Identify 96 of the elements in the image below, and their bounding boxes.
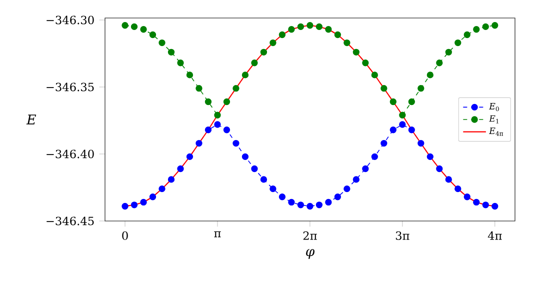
- point: [251, 165, 258, 172]
- point: [390, 126, 396, 134]
- point: [492, 202, 498, 210]
- point: [334, 31, 342, 38]
- point: [177, 165, 184, 172]
- point: [464, 31, 470, 38]
- point: [325, 26, 332, 33]
- point: [242, 153, 249, 160]
- point: [454, 185, 462, 192]
- point: [371, 153, 378, 160]
- y-tick-label: −346.45: [46, 216, 94, 226]
- y-tick-label: −346.40: [46, 150, 94, 158]
- point: [140, 198, 147, 206]
- point: [168, 176, 175, 183]
- point: [223, 126, 230, 134]
- x-tick-label: 0: [122, 231, 128, 240]
- point: [130, 202, 138, 208]
- point: [297, 23, 304, 30]
- point: [445, 48, 452, 56]
- point: [325, 198, 332, 206]
- point: [278, 31, 286, 38]
- y-tick-label: −346.30: [46, 16, 94, 24]
- point: [418, 140, 424, 147]
- legend-label: E$_{1}$: [488, 115, 498, 124]
- point: [223, 98, 230, 106]
- point: [260, 48, 268, 56]
- point: [344, 185, 350, 192]
- point: [426, 153, 434, 160]
- point: [352, 48, 360, 56]
- point: [158, 185, 166, 192]
- point: [334, 194, 342, 200]
- point: [270, 39, 276, 46]
- point: [399, 121, 406, 128]
- point: [445, 176, 452, 183]
- point: [270, 185, 276, 192]
- point: [492, 22, 498, 29]
- point: [242, 72, 249, 78]
- point: [122, 202, 128, 210]
- x-tick-label: π: [214, 231, 221, 238]
- point: [408, 126, 415, 134]
- x-tick-label: 2π: [303, 231, 317, 240]
- legend-label: E$_{0}$: [488, 103, 499, 112]
- point: [426, 72, 434, 78]
- point: [362, 60, 369, 66]
- point: [306, 22, 314, 29]
- point: [140, 26, 147, 33]
- point: [380, 85, 388, 92]
- point: [149, 194, 156, 200]
- point: [251, 60, 258, 66]
- point: [214, 112, 221, 118]
- point: [204, 126, 212, 134]
- point: [232, 140, 240, 147]
- x-tick-label: 3π: [396, 231, 410, 240]
- point: [204, 98, 212, 106]
- point: [186, 153, 194, 160]
- y-axis-title: E: [26, 114, 36, 124]
- point: [473, 26, 480, 33]
- point: [297, 202, 304, 208]
- point: [288, 198, 295, 206]
- point: [371, 72, 378, 78]
- point: [418, 85, 424, 92]
- point: [232, 85, 240, 92]
- point: [196, 85, 202, 92]
- point: [149, 31, 156, 38]
- point: [214, 121, 221, 128]
- point: [158, 39, 166, 46]
- point: [196, 140, 202, 147]
- point: [122, 22, 128, 29]
- point: [344, 39, 350, 46]
- point: [473, 198, 480, 206]
- point: [482, 202, 489, 208]
- point: [464, 194, 470, 200]
- point: [316, 23, 323, 30]
- y-tick-label: −346.35: [46, 82, 94, 92]
- point: [408, 98, 415, 106]
- point: [362, 165, 369, 172]
- point: [177, 60, 184, 66]
- point: [168, 48, 175, 56]
- point: [306, 202, 314, 210]
- point: [436, 60, 443, 66]
- point: [352, 176, 360, 183]
- point: [436, 165, 443, 172]
- legend-label: E$_{4π}$: [488, 128, 504, 136]
- point: [399, 112, 406, 118]
- point: [260, 176, 268, 183]
- point: [454, 39, 462, 46]
- point: [278, 194, 286, 200]
- x-axis-title: φ: [306, 249, 314, 259]
- point: [380, 140, 388, 147]
- point: [482, 23, 489, 30]
- x-tick-label: 4π: [488, 231, 502, 240]
- point: [316, 202, 323, 208]
- point: [390, 98, 396, 106]
- point: [186, 72, 194, 78]
- point: [130, 23, 138, 30]
- point: [288, 26, 295, 33]
